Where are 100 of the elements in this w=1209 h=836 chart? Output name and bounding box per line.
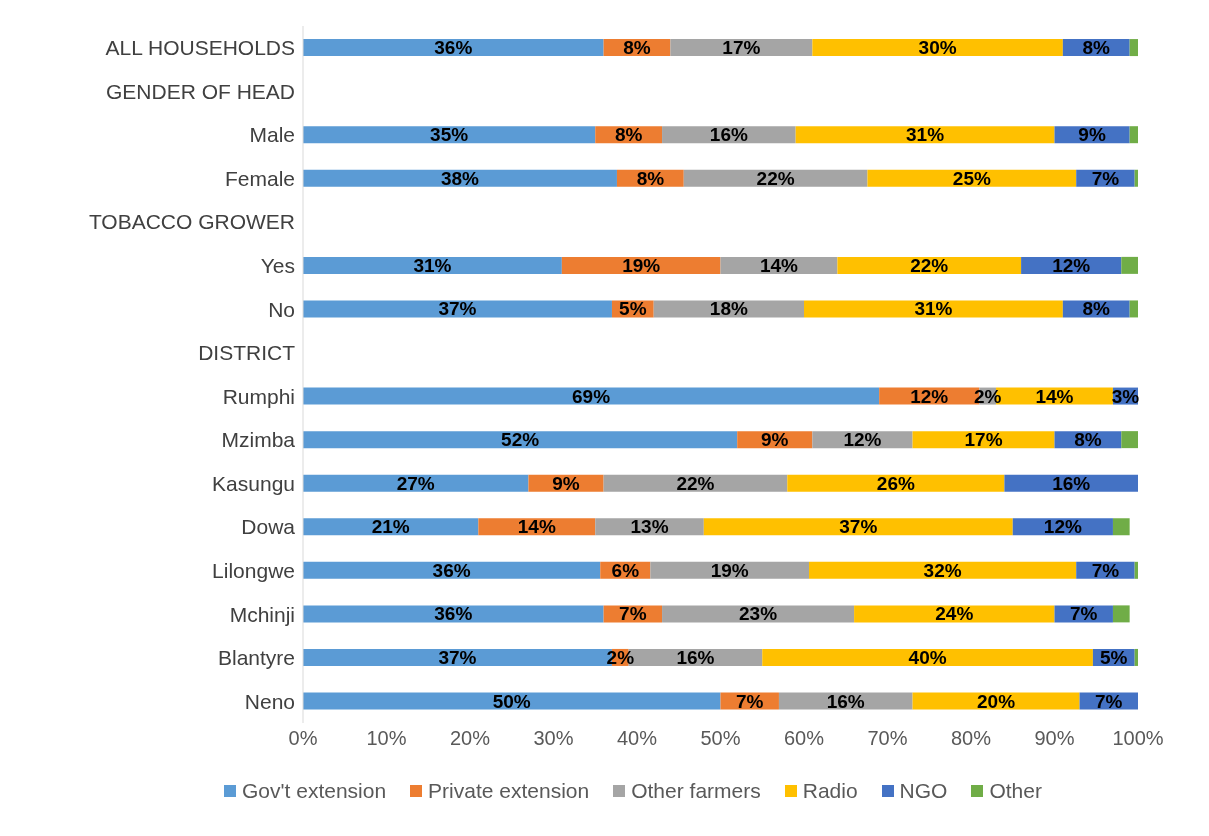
data-label: 35% bbox=[430, 124, 469, 146]
x-tick-label: 90% bbox=[1034, 727, 1075, 750]
legend-label: Private extension bbox=[428, 779, 590, 803]
data-label: 9% bbox=[761, 429, 789, 451]
data-label: 52% bbox=[501, 429, 540, 451]
x-tick-label: 50% bbox=[700, 727, 741, 750]
legend-label: Radio bbox=[802, 779, 858, 803]
data-label: 5% bbox=[619, 298, 647, 320]
data-label: 36% bbox=[434, 603, 473, 625]
bar bbox=[1129, 126, 1138, 144]
bar bbox=[867, 169, 1077, 187]
x-tick-label: 30% bbox=[533, 727, 574, 750]
data-label: 13% bbox=[630, 516, 669, 538]
y-tick-label: Female bbox=[224, 166, 295, 190]
data-label: 7% bbox=[619, 603, 647, 625]
data-label: 12% bbox=[1043, 516, 1082, 538]
legend-label: Other farmers bbox=[631, 779, 761, 803]
x-tick-label: 10% bbox=[366, 727, 407, 750]
data-label: 31% bbox=[914, 298, 953, 320]
bar bbox=[303, 126, 596, 144]
y-tick-label: No bbox=[268, 297, 295, 321]
bar bbox=[303, 431, 738, 449]
data-label: 12% bbox=[910, 385, 949, 407]
bar bbox=[1129, 300, 1138, 318]
y-tick-label: Yes bbox=[260, 254, 295, 278]
data-label: 16% bbox=[709, 124, 748, 146]
y-tick-label: Kasungu bbox=[212, 471, 295, 495]
data-label: 26% bbox=[876, 472, 915, 494]
legend-label: Gov't extension bbox=[242, 779, 387, 803]
data-label: 16% bbox=[1052, 472, 1091, 494]
data-label: 8% bbox=[1074, 429, 1102, 451]
data-label: 38% bbox=[440, 167, 480, 189]
y-tick-label: Dowa bbox=[241, 515, 296, 539]
data-label: 69% bbox=[572, 385, 611, 407]
data-label: 23% bbox=[739, 603, 778, 625]
bar bbox=[1112, 605, 1130, 623]
y-tick-label: Lilongwe bbox=[212, 558, 295, 582]
data-label: 8% bbox=[1082, 298, 1111, 320]
y-tick-label: Mzimba bbox=[221, 428, 296, 452]
data-label: 22% bbox=[676, 472, 715, 494]
bar bbox=[854, 605, 1055, 623]
data-label: 7% bbox=[1091, 559, 1120, 581]
bar bbox=[303, 605, 604, 623]
data-label: 25% bbox=[952, 167, 991, 189]
data-label: 40% bbox=[908, 646, 947, 668]
bar bbox=[809, 561, 1077, 579]
data-label: 9% bbox=[552, 472, 580, 494]
data-label: 14% bbox=[759, 254, 799, 276]
data-label: 14% bbox=[1035, 385, 1074, 407]
data-label: 17% bbox=[964, 429, 1003, 451]
data-label: 5% bbox=[1100, 646, 1128, 668]
data-label: 22% bbox=[910, 254, 949, 276]
data-label: 37% bbox=[839, 516, 878, 538]
data-label: 19% bbox=[710, 559, 749, 581]
bar bbox=[303, 300, 612, 318]
data-label: 16% bbox=[676, 646, 715, 668]
bar bbox=[303, 39, 604, 57]
data-label: 16% bbox=[826, 690, 865, 712]
bar bbox=[812, 39, 1063, 57]
x-tick-label: 0% bbox=[288, 727, 318, 750]
bar bbox=[787, 474, 1005, 492]
bar bbox=[1121, 431, 1138, 449]
data-label: 31% bbox=[906, 124, 945, 146]
bar bbox=[303, 561, 601, 579]
y-tick-label: Neno bbox=[244, 689, 295, 713]
data-label: 20% bbox=[977, 690, 1016, 712]
data-label: 19% bbox=[622, 254, 661, 276]
bar bbox=[703, 518, 1013, 536]
data-label: 8% bbox=[1082, 37, 1111, 59]
data-label: 22% bbox=[756, 167, 795, 189]
bar bbox=[662, 605, 855, 623]
bar bbox=[804, 300, 1063, 318]
data-label: 8% bbox=[636, 167, 665, 189]
y-tick-label: Male bbox=[249, 123, 295, 147]
data-label: 12% bbox=[1052, 254, 1091, 276]
data-label: 31% bbox=[413, 254, 452, 276]
data-label: 7% bbox=[1095, 690, 1123, 712]
data-label: 9% bbox=[1078, 124, 1106, 146]
y-tick-label: TOBACCO GROWER bbox=[88, 210, 295, 234]
data-label: 37% bbox=[438, 298, 477, 320]
x-tick-label: 80% bbox=[950, 727, 992, 750]
bar bbox=[795, 126, 1055, 144]
x-tick-label: 100% bbox=[1112, 727, 1164, 750]
y-tick-label: Rumphi bbox=[222, 384, 295, 408]
bar bbox=[303, 692, 721, 710]
data-label: 17% bbox=[722, 37, 761, 59]
data-label: 7% bbox=[735, 690, 764, 712]
bar bbox=[1129, 39, 1138, 57]
bar bbox=[303, 474, 529, 492]
data-label: 37% bbox=[438, 646, 477, 668]
data-label: 12% bbox=[843, 429, 882, 451]
bar bbox=[1112, 518, 1130, 536]
bar bbox=[303, 387, 880, 405]
data-label: 18% bbox=[709, 298, 748, 320]
bar bbox=[303, 256, 562, 274]
bar bbox=[837, 256, 1022, 274]
bar bbox=[762, 648, 1093, 666]
x-tick-label: 40% bbox=[616, 727, 658, 750]
data-label: 14% bbox=[517, 516, 556, 538]
x-tick-label: 70% bbox=[867, 727, 908, 750]
